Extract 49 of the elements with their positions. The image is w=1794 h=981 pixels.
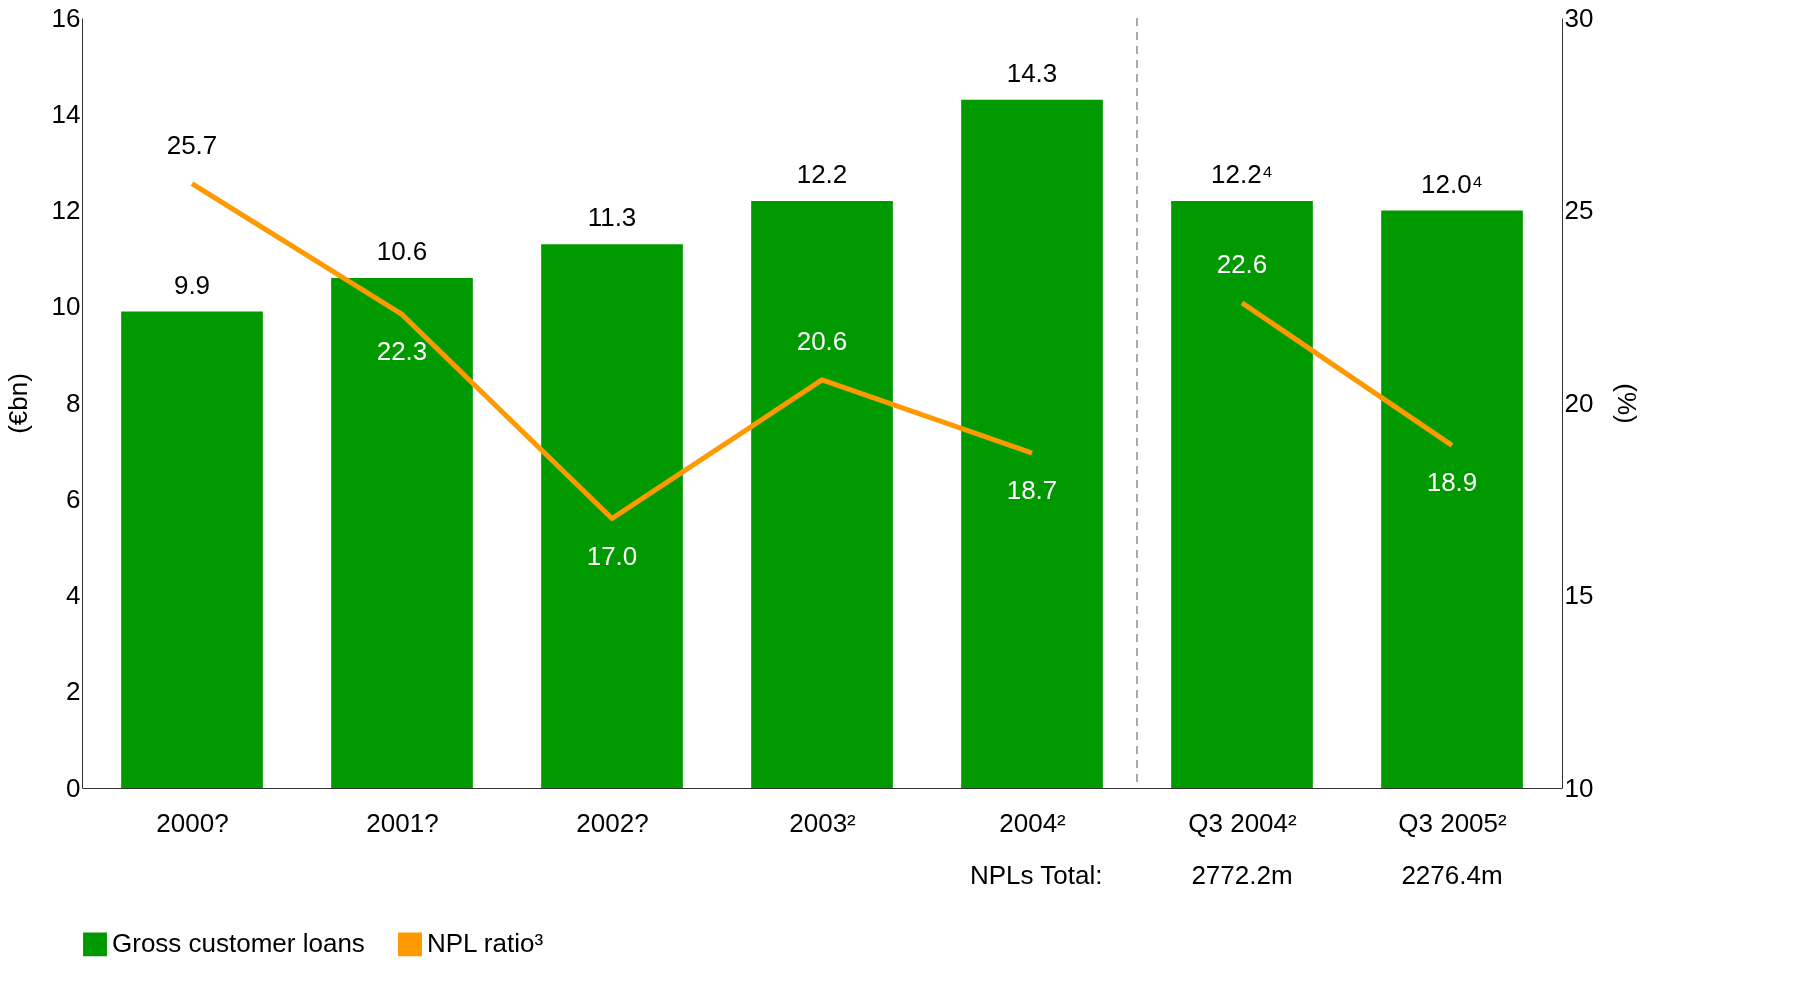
data-label: 18.9	[1426, 467, 1478, 498]
y-tick-label: 10	[51, 291, 81, 322]
y2-tick-label: 30	[1564, 2, 1594, 33]
y2-axis-title: (%)	[1612, 383, 1643, 424]
data-label: 17.0	[586, 540, 638, 571]
data-label: 22.3	[376, 336, 428, 367]
legend-label: NPL ratio³	[427, 928, 544, 959]
y-tick-label: 12	[51, 195, 81, 225]
legend-label: Gross customer loans	[112, 928, 365, 959]
data-label: 9.9	[173, 269, 211, 300]
bar	[751, 200, 893, 788]
data-label: 11.3	[587, 202, 637, 233]
data-label: 14.3	[1006, 57, 1058, 88]
x-tick-label: 2002?	[576, 807, 649, 838]
y-tick-label: 14	[51, 98, 81, 129]
data-label: 10.6	[376, 235, 428, 266]
data-label: 22.6	[1216, 248, 1268, 279]
y-axis-title: (€bn)	[2, 373, 33, 434]
bar	[961, 99, 1103, 788]
bar	[1171, 200, 1313, 788]
data-label: 20.6	[796, 325, 848, 356]
x-tick-label: Q3 2005²	[1398, 807, 1508, 838]
x-tick-label: 2003²	[789, 807, 857, 838]
data-label: 18.7	[1006, 475, 1058, 506]
bar	[541, 244, 683, 788]
text: 2772.2m	[1191, 860, 1293, 890]
y2-tick-label: 10	[1564, 772, 1594, 803]
text: NPLs Total:	[969, 860, 1103, 890]
x-tick-label: 2004²	[999, 807, 1067, 838]
bar	[1381, 210, 1523, 788]
data-label: 12.2	[796, 158, 848, 189]
y-tick-label: 6	[66, 483, 81, 514]
bar	[331, 277, 473, 788]
y2-tick-label: 25	[1564, 195, 1594, 225]
y-tick-label: 16	[51, 2, 81, 33]
y-tick-label: 0	[66, 772, 81, 803]
y-tick-label: 2	[66, 676, 81, 707]
x-tick-label: Q3 2004²	[1188, 807, 1298, 838]
data-label: 25.7	[166, 129, 218, 160]
x-tick-label: 2001?	[366, 807, 439, 838]
data-label: 12.2⁴	[1211, 158, 1273, 189]
y-tick-label: 8	[66, 387, 81, 418]
text: 2276.4m	[1401, 860, 1503, 890]
x-tick-label: 2000?	[156, 807, 229, 838]
bar	[121, 311, 263, 788]
y2-tick-label: 20	[1564, 387, 1594, 418]
y-tick-label: 4	[66, 580, 81, 610]
data-label: 12.0⁴	[1421, 168, 1483, 199]
y2-tick-label: 15	[1564, 580, 1594, 610]
